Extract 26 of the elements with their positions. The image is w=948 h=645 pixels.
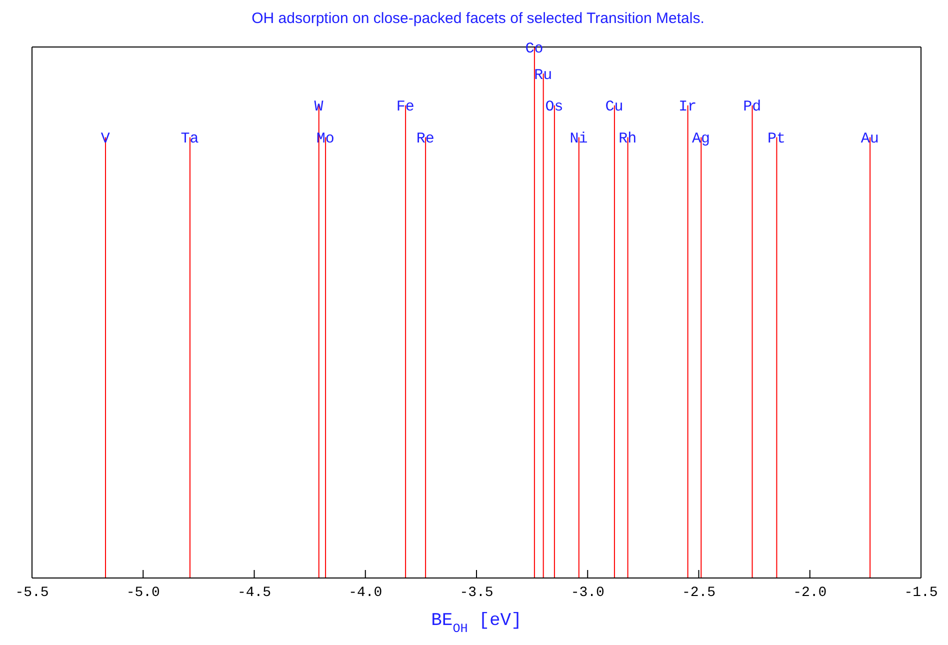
annotation: Pd: [743, 98, 762, 116]
annotation: Re: [416, 130, 434, 148]
annotation: V: [100, 130, 110, 148]
annotation: Pt: [768, 130, 786, 148]
annotation: Cu: [605, 98, 624, 116]
chart-title: OH adsorption on close-packed facets of selected Transition Metals.: [250, 9, 706, 29]
x-axis-title: BE$_{OH}$ [eV]: [431, 611, 522, 636]
annotation: Os: [545, 98, 564, 116]
annotation: Ni: [570, 130, 588, 148]
x-tick-label: -2.5: [682, 584, 716, 601]
x-tick-label: -5.0: [126, 584, 160, 601]
annotation: Ir: [678, 98, 697, 116]
x-tick-label: -4.5: [237, 584, 272, 601]
x-tick-label: -2.0: [793, 584, 827, 601]
x-tick-label: -5.5: [15, 584, 49, 601]
annotation: Au: [860, 130, 879, 148]
annotation: Ru: [534, 66, 552, 84]
annotation: Rh: [618, 130, 637, 148]
x-tick-label: -3.5: [460, 584, 494, 601]
x-tick-label: -1.5: [904, 584, 938, 601]
x-tick-label: -4.0: [348, 584, 382, 601]
x-tick-label: -3.0: [570, 584, 604, 601]
annotation: W: [314, 98, 324, 116]
annotation: Ag: [692, 130, 710, 148]
annotation: Ta: [180, 130, 199, 148]
annotation: Fe: [396, 98, 414, 116]
